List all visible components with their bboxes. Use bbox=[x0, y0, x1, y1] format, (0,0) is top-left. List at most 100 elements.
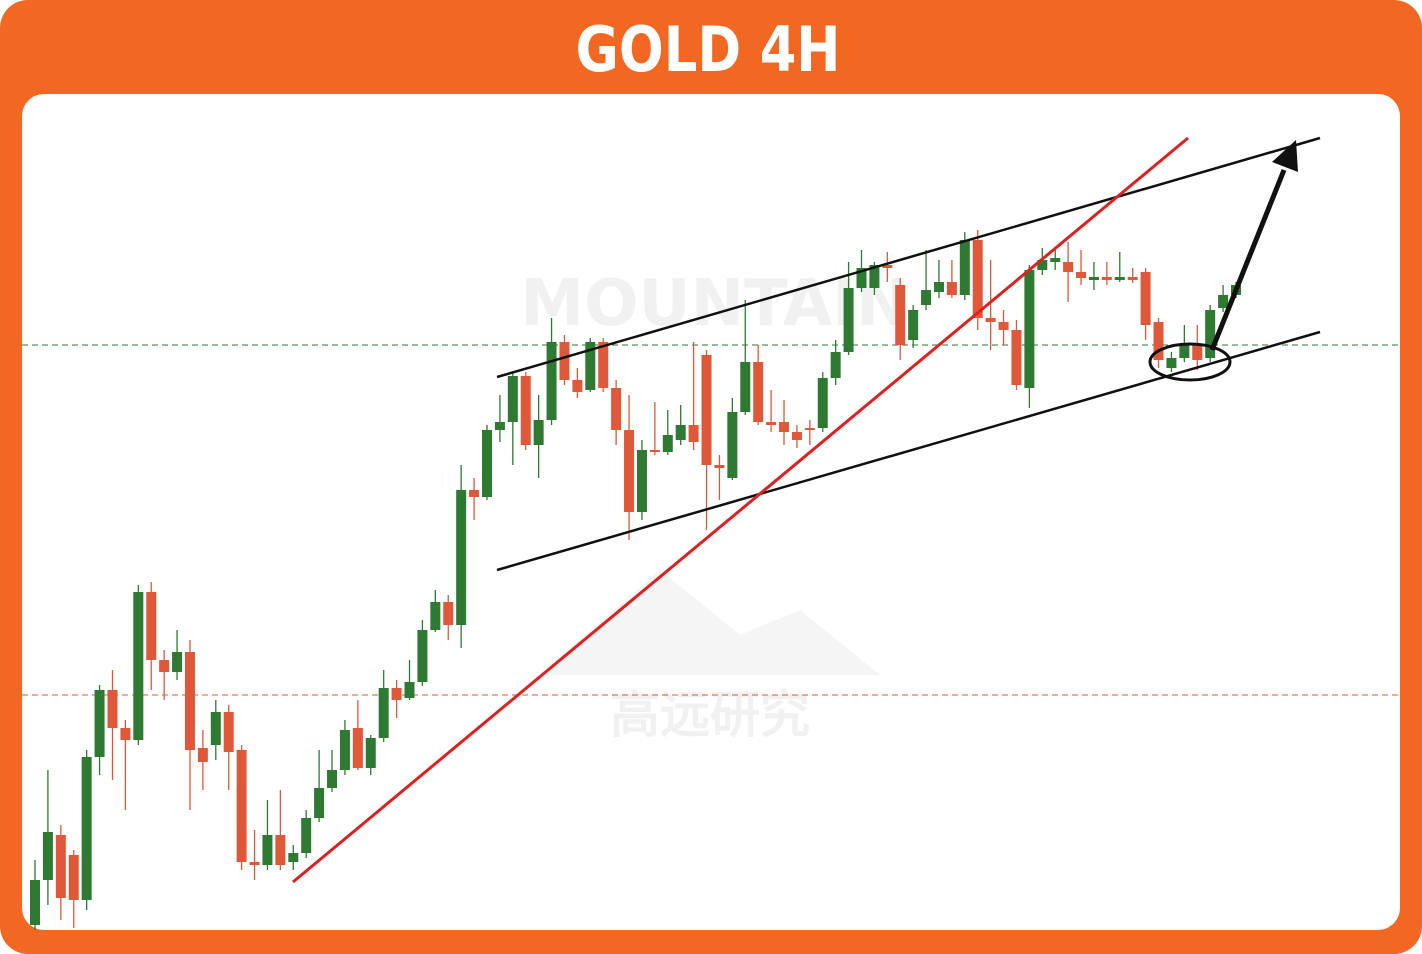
candle-body bbox=[184, 652, 195, 750]
candle-body bbox=[1050, 258, 1061, 262]
candle-body bbox=[791, 432, 802, 440]
candle-body bbox=[30, 880, 40, 925]
candle-body bbox=[378, 688, 389, 738]
candle-body bbox=[1192, 345, 1203, 360]
candle-body bbox=[933, 282, 944, 292]
candle-body bbox=[352, 728, 363, 768]
candle-body bbox=[1127, 277, 1138, 280]
candle-body bbox=[210, 712, 221, 745]
candle-body bbox=[1037, 260, 1048, 270]
candle-body bbox=[895, 285, 906, 345]
plot-panel bbox=[22, 94, 1400, 930]
candle-body bbox=[339, 730, 350, 770]
highlight-ellipse bbox=[1148, 342, 1232, 382]
candle-body bbox=[159, 660, 170, 672]
candle-body bbox=[469, 490, 480, 497]
candle-body bbox=[1166, 358, 1177, 368]
candle-body bbox=[1076, 272, 1087, 278]
candle-body bbox=[94, 690, 105, 757]
candle-body bbox=[959, 240, 970, 295]
channel-line bbox=[496, 136, 1321, 379]
candle-body bbox=[520, 376, 531, 445]
candle-body bbox=[533, 420, 544, 445]
candle-body bbox=[856, 268, 867, 288]
candle-body bbox=[107, 690, 118, 728]
candle-body bbox=[636, 450, 647, 512]
candle-body bbox=[972, 240, 983, 318]
candle-body bbox=[404, 682, 415, 698]
candle-body bbox=[391, 688, 402, 700]
candle-body bbox=[882, 265, 893, 268]
candle-body bbox=[946, 282, 957, 295]
candle-body bbox=[1140, 272, 1151, 325]
candle-body bbox=[197, 748, 208, 762]
candle-body bbox=[314, 788, 325, 818]
candle-body bbox=[481, 430, 492, 497]
candle-body bbox=[42, 832, 53, 880]
candle-body bbox=[869, 265, 880, 288]
candle-body bbox=[417, 630, 428, 682]
candle-body bbox=[649, 450, 660, 452]
candle-body bbox=[249, 862, 260, 865]
candle-body bbox=[146, 592, 157, 660]
candle-body bbox=[598, 342, 609, 388]
candle-body bbox=[456, 490, 467, 625]
candle-body bbox=[301, 818, 312, 853]
candle-body bbox=[1205, 310, 1216, 358]
candle-body bbox=[365, 738, 376, 768]
candle-body bbox=[236, 750, 247, 862]
candle-body bbox=[998, 322, 1009, 330]
candle-body bbox=[1024, 270, 1035, 388]
candle-body bbox=[766, 422, 777, 425]
candle-body bbox=[985, 318, 996, 322]
arrow-head bbox=[1272, 140, 1298, 172]
trend-line bbox=[292, 136, 1189, 884]
candle-body bbox=[327, 770, 338, 788]
candle-body bbox=[804, 428, 815, 430]
candle-body bbox=[494, 422, 505, 430]
candle-body bbox=[701, 355, 712, 465]
candle-body bbox=[908, 310, 919, 340]
candle-body bbox=[55, 835, 66, 898]
candle-body bbox=[1063, 262, 1074, 272]
candle-body bbox=[1101, 277, 1112, 280]
candle-body bbox=[1179, 345, 1190, 358]
candle-body bbox=[921, 290, 932, 305]
candle-body bbox=[1011, 330, 1022, 385]
candle-body bbox=[262, 835, 273, 865]
candle-body bbox=[817, 378, 828, 428]
candle-body bbox=[753, 362, 764, 422]
candle-body bbox=[68, 855, 79, 900]
candle-body bbox=[133, 592, 144, 740]
chart-title: GOLD 4H bbox=[576, 13, 841, 86]
candle-body bbox=[675, 425, 686, 440]
candle-body bbox=[727, 412, 738, 478]
candle-body bbox=[546, 342, 557, 420]
candle-body bbox=[585, 342, 596, 390]
candle-body bbox=[688, 425, 699, 442]
candle-body bbox=[1218, 295, 1229, 308]
candles bbox=[30, 230, 1241, 930]
candle-body bbox=[1088, 277, 1099, 280]
arrow bbox=[1209, 169, 1287, 351]
candle-body bbox=[288, 853, 299, 862]
candle-body bbox=[443, 602, 454, 625]
channel-line bbox=[496, 330, 1321, 572]
candle-body bbox=[779, 422, 790, 432]
candle-body bbox=[559, 342, 570, 380]
candle-body bbox=[740, 362, 751, 412]
candle-body bbox=[223, 712, 234, 752]
watermark: 高远研究 bbox=[610, 686, 810, 744]
candle-body bbox=[843, 288, 854, 352]
candle-body bbox=[1153, 322, 1164, 360]
candle-body bbox=[611, 388, 622, 430]
candle-body bbox=[120, 728, 131, 740]
candle-body bbox=[624, 430, 635, 512]
candle-body bbox=[275, 835, 286, 865]
candle-body bbox=[430, 602, 441, 630]
candle-body bbox=[507, 376, 518, 422]
candle-body bbox=[572, 380, 583, 392]
candle-body bbox=[714, 465, 725, 468]
candle-body bbox=[81, 757, 92, 900]
